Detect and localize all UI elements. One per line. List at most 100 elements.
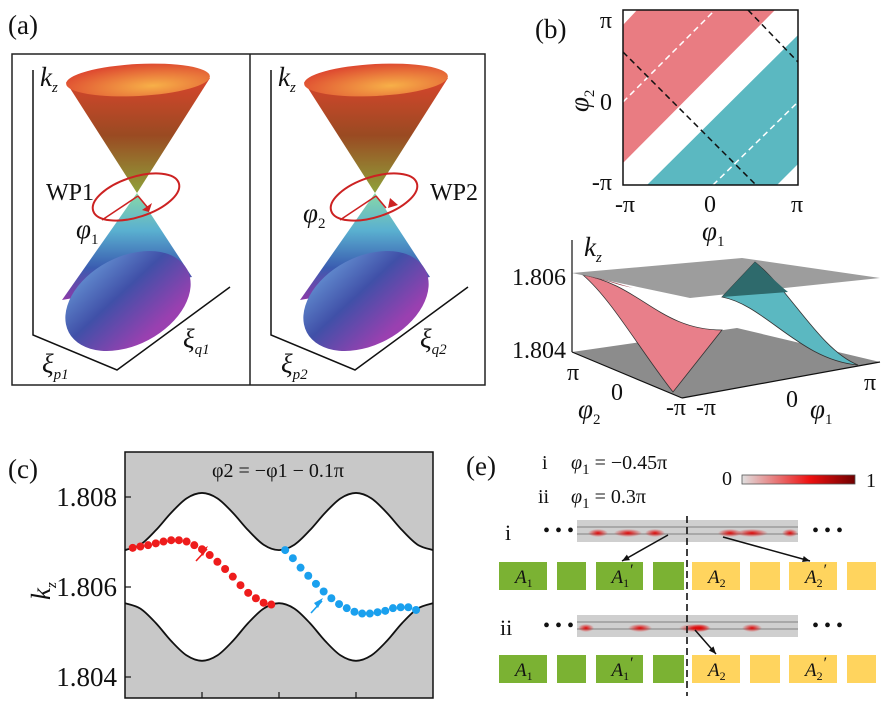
red-mode-point xyxy=(228,572,237,581)
loop-direction-arrow-icon xyxy=(388,198,398,208)
phase-loop xyxy=(329,172,419,222)
ellipsis-right: • • • xyxy=(812,520,843,542)
red-mode-point xyxy=(205,551,214,560)
red-mode-point xyxy=(221,565,230,573)
blue-mode-point xyxy=(311,579,320,588)
gap-region xyxy=(125,492,433,661)
weyl-cone-wp2 xyxy=(270,63,469,371)
arrow-head xyxy=(802,556,810,563)
blue-mode-point xyxy=(281,546,290,555)
phi1-tick: π xyxy=(864,370,876,396)
field-intensity-spot xyxy=(578,624,594,632)
ellipsis-right: • • • xyxy=(812,615,843,637)
chart-title: φ2 = −φ1 − 0.1π xyxy=(212,460,344,482)
red-mode-point xyxy=(151,539,160,548)
pink-region xyxy=(623,10,775,163)
red-mode-point xyxy=(251,594,260,603)
phi2-tick: -π xyxy=(666,395,686,421)
case-ii-equation: φ1 = 0.3π xyxy=(571,486,646,512)
y-tick: 0 xyxy=(600,90,612,116)
block-label: A2′ xyxy=(803,655,827,683)
band-surface-3d: kz 1.806 1.804 π 0 -π -π 0 π φ2 φ1 xyxy=(512,232,881,428)
red-mode-point xyxy=(167,536,176,545)
red-mode-point xyxy=(236,581,245,590)
teal-region xyxy=(647,35,798,185)
block-label: A2 xyxy=(706,660,726,683)
phi2-label: φ2 xyxy=(578,394,600,428)
axes-frame xyxy=(32,70,231,371)
panel-c: (c) 1.808 1.806 1.804 φ2 = −φ1 − 0.1π kz xyxy=(8,451,434,699)
block-label: A1 xyxy=(513,660,533,683)
kz-axis-label-left: kz xyxy=(40,62,58,96)
case-i-equation: φ1 = −0.45π xyxy=(571,452,667,478)
xi-q1-label: ξq1 xyxy=(183,324,210,358)
loop-radius xyxy=(137,195,149,209)
field-intensity-spot xyxy=(782,529,798,537)
blue-mode-point xyxy=(327,594,336,603)
wp2-label: WP2 xyxy=(430,180,478,206)
resonator-block xyxy=(750,655,780,683)
blue-mode-point xyxy=(388,604,397,613)
phi2-axis xyxy=(571,351,683,399)
resonator-block xyxy=(557,562,586,590)
resonator-block xyxy=(653,562,684,590)
phase-loop xyxy=(91,172,181,222)
panel-label-e: (e) xyxy=(466,451,496,481)
teal-surface-top xyxy=(722,262,788,297)
panel-b: (b) π 0 -π -π 0 π φ1 φ2 xyxy=(512,8,881,428)
block-label: A1 xyxy=(513,567,533,590)
red-mode-point xyxy=(159,537,168,546)
blue-mode-point xyxy=(304,571,313,580)
mapping-arrow-icon xyxy=(621,534,669,562)
blue-mode-point xyxy=(335,600,344,609)
lower-cone-cap xyxy=(65,251,191,351)
blue-mode-point xyxy=(412,605,421,614)
row-label: i xyxy=(505,520,511,545)
mapping-arrow-icon xyxy=(722,536,811,562)
upper-cone xyxy=(304,78,448,193)
lower-band-edge xyxy=(124,602,434,662)
resonator-block xyxy=(499,655,547,683)
resonator-block xyxy=(557,655,586,683)
panel-label-b: (b) xyxy=(535,14,566,44)
block-label: A1′ xyxy=(610,562,634,590)
blue-mode-point xyxy=(381,606,390,615)
upper-band-edge xyxy=(124,492,434,552)
kz-label: kz xyxy=(584,232,602,266)
xi-p1-label: ξp1 xyxy=(42,349,69,383)
loop-direction-arrow-icon xyxy=(142,203,152,212)
blue-arrow-head xyxy=(314,598,323,608)
pink-surface xyxy=(581,274,723,393)
weyl-cone-wp1 xyxy=(32,63,231,371)
panel-a: (a) kz WP1 φ1 ξp1 ξq1 kz WP2 φ2 ξp2 ξq2 xyxy=(8,10,486,386)
resonator-block xyxy=(596,562,643,590)
block-label: A2 xyxy=(706,567,726,590)
blue-mode-point xyxy=(365,609,374,618)
resonator-block xyxy=(692,562,740,590)
field-intensity-spot xyxy=(742,624,762,632)
upper-cone-cap xyxy=(66,63,210,97)
resonator-block xyxy=(653,655,684,683)
phi2-label: φ2 xyxy=(303,198,325,232)
red-mode-point xyxy=(174,536,183,545)
blue-mode-point xyxy=(319,587,328,596)
kz-dispersion-chart: 1.808 1.806 1.804 xyxy=(56,451,434,699)
xi-p2-label: ξp2 xyxy=(281,349,308,383)
row-label: ii xyxy=(500,615,512,640)
red-mode-point xyxy=(267,600,276,609)
red-arrow-head xyxy=(199,546,208,556)
loop-radius xyxy=(375,195,387,209)
colorbar-max: 1 xyxy=(866,470,876,492)
dashed-line xyxy=(622,9,716,103)
y-tick-label: 1.804 xyxy=(56,662,117,692)
resonator-block xyxy=(692,655,740,683)
phi2-tick: 0 xyxy=(611,380,623,406)
block-label: A2′ xyxy=(803,562,827,590)
field-intensity-spot xyxy=(690,624,710,632)
pink-surface-top xyxy=(583,275,633,288)
chart-ylabel: kz xyxy=(26,582,60,600)
xi-q2-label: ξq2 xyxy=(420,324,447,358)
x-tick: π xyxy=(791,192,803,218)
blue-mode-point xyxy=(296,563,305,572)
